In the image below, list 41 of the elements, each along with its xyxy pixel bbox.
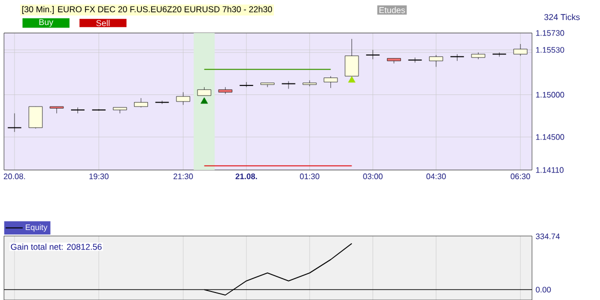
annotation: Gain total net: 20812.56 [10,244,102,250]
y-tick-label: 1.14110 [536,167,564,173]
candlestick [260,82,274,88]
candlestick [366,50,380,60]
candlestick [239,82,254,88]
candlestick [134,98,148,108]
x-tick-label: 03:00 [363,174,383,180]
candlestick [70,107,86,114]
candlestick [387,58,401,64]
legend-label: Equity [26,224,48,232]
text: Sell [96,20,110,26]
text: Etudes [379,6,405,14]
y-tick-label: 1.15730 [536,30,564,36]
chart-title: [30 Min.] EURO FX DEC 20 F.US.EU6Z20 EURUSD 7h30 - 22h30 [22,6,272,14]
candlestick [50,106,64,114]
text: Buy [39,19,54,27]
candlestick [7,113,22,132]
candlestick [28,106,43,129]
candlestick [344,38,359,76]
candlestick [176,92,190,106]
x-tick-label: 19:30 [89,174,109,180]
y-tick-label: 1.15530 [536,47,564,53]
x-tick-label: 21:30 [174,174,193,180]
x-tick-label: 06:30 [510,174,530,180]
y-tick-label: 334.74 [536,234,560,240]
y-tick-label: 1.14500 [536,134,564,140]
y-tick-label: 1.15000 [536,92,564,98]
text: 324 Ticks [544,14,580,20]
x-tick-label: 21.08. [236,174,257,180]
y-tick-label: 0.00 [536,286,551,292]
x-tick-label: 20.08. [4,174,25,180]
candlestick [450,54,464,62]
x-tick-label: 01:30 [300,174,320,180]
candlestick [112,107,127,114]
candlestick [324,76,338,88]
candlestick [154,100,170,104]
candlestick [429,54,444,68]
candlestick [513,44,528,56]
candlestick [281,81,296,90]
candlestick [408,57,422,63]
x-tick-label: 04:30 [426,174,446,180]
